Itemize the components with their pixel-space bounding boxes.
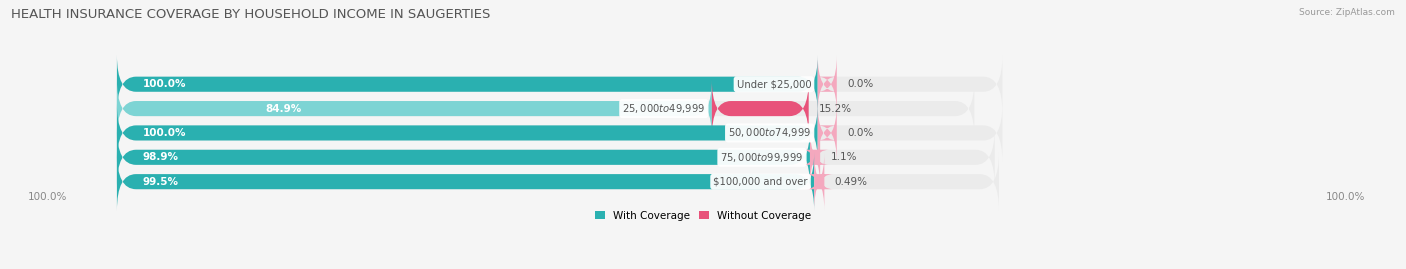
FancyBboxPatch shape xyxy=(801,128,830,186)
Text: 0.49%: 0.49% xyxy=(835,177,868,187)
FancyBboxPatch shape xyxy=(806,153,834,211)
Text: 99.5%: 99.5% xyxy=(142,177,179,187)
FancyBboxPatch shape xyxy=(117,55,1002,113)
FancyBboxPatch shape xyxy=(117,80,974,137)
FancyBboxPatch shape xyxy=(117,153,998,211)
Text: HEALTH INSURANCE COVERAGE BY HOUSEHOLD INCOME IN SAUGERTIES: HEALTH INSURANCE COVERAGE BY HOUSEHOLD I… xyxy=(11,8,491,21)
FancyBboxPatch shape xyxy=(117,153,814,211)
Text: Source: ZipAtlas.com: Source: ZipAtlas.com xyxy=(1299,8,1395,17)
Text: $75,000 to $99,999: $75,000 to $99,999 xyxy=(720,151,804,164)
FancyBboxPatch shape xyxy=(117,80,711,137)
Text: 15.2%: 15.2% xyxy=(818,104,852,114)
Text: $50,000 to $74,999: $50,000 to $74,999 xyxy=(728,126,811,139)
Text: 0.0%: 0.0% xyxy=(846,79,873,89)
FancyBboxPatch shape xyxy=(117,128,810,186)
FancyBboxPatch shape xyxy=(117,128,994,186)
Text: 100.0%: 100.0% xyxy=(28,193,67,203)
Text: 100.0%: 100.0% xyxy=(142,128,186,138)
FancyBboxPatch shape xyxy=(117,104,818,162)
Text: $100,000 and over: $100,000 and over xyxy=(713,177,808,187)
Text: 1.1%: 1.1% xyxy=(831,152,856,162)
Text: $25,000 to $49,999: $25,000 to $49,999 xyxy=(623,102,706,115)
Text: Under $25,000: Under $25,000 xyxy=(737,79,811,89)
Text: 100.0%: 100.0% xyxy=(1326,193,1365,203)
Legend: With Coverage, Without Coverage: With Coverage, Without Coverage xyxy=(595,211,811,221)
Text: 98.9%: 98.9% xyxy=(142,152,179,162)
Text: 100.0%: 100.0% xyxy=(142,79,186,89)
FancyBboxPatch shape xyxy=(818,104,837,162)
FancyBboxPatch shape xyxy=(117,104,1002,162)
FancyBboxPatch shape xyxy=(711,80,808,137)
FancyBboxPatch shape xyxy=(818,55,837,113)
Text: 84.9%: 84.9% xyxy=(266,104,302,114)
FancyBboxPatch shape xyxy=(117,55,818,113)
Text: 0.0%: 0.0% xyxy=(846,128,873,138)
